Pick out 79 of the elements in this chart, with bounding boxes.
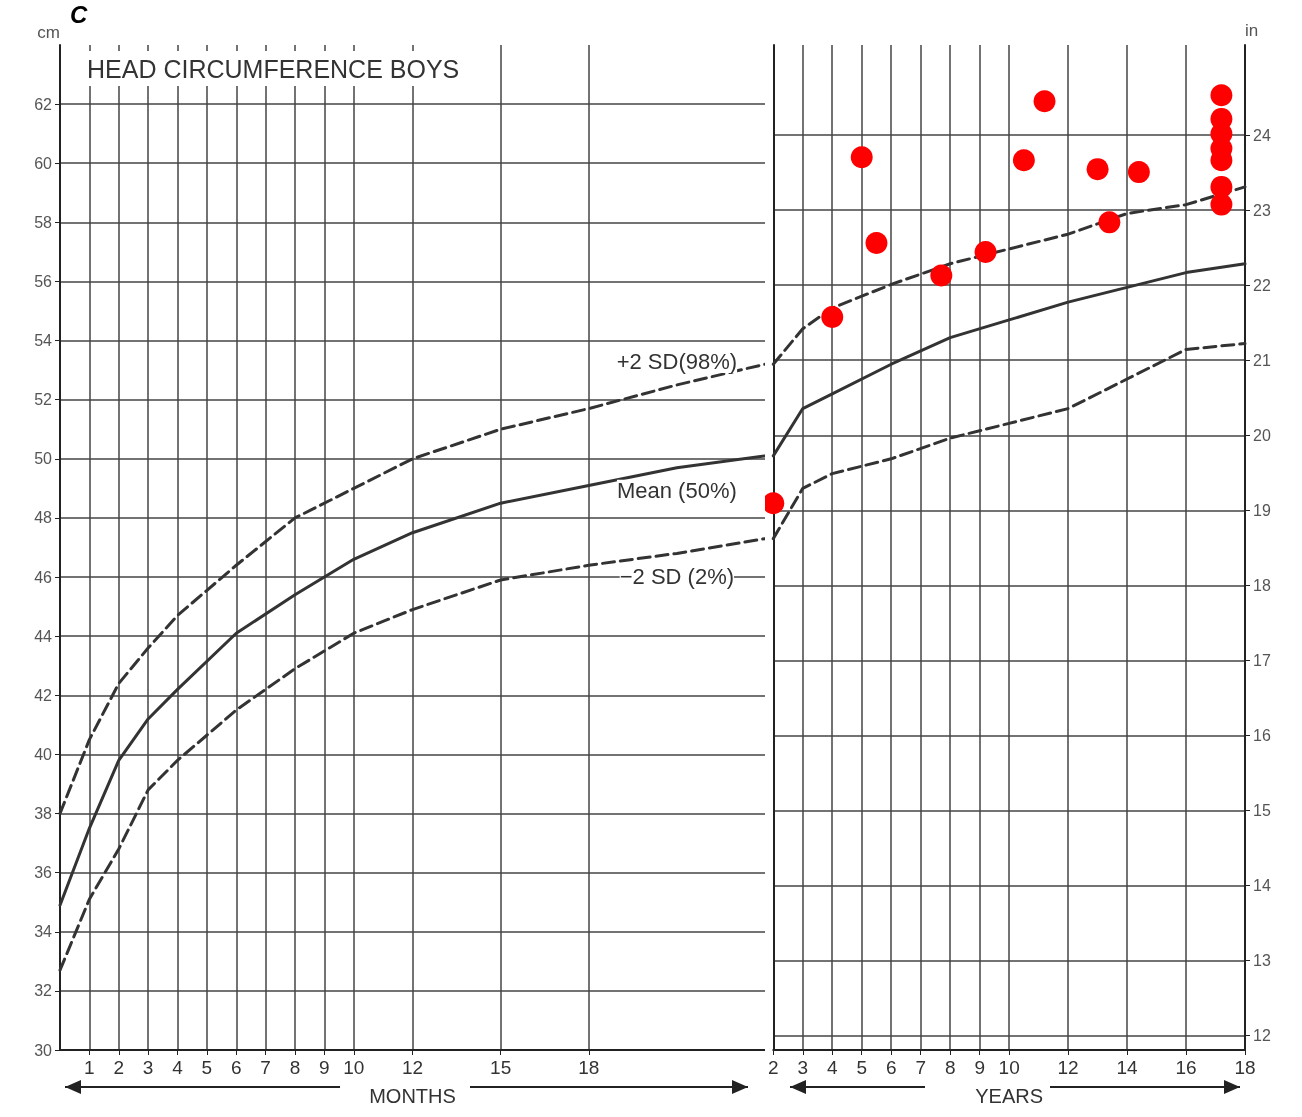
x-tick-label: 12 [1057, 1057, 1079, 1078]
x-tick-label: 5 [201, 1057, 213, 1078]
y-tick-label: 30 [34, 1041, 53, 1059]
x-tick-label: 4 [826, 1057, 838, 1078]
x-tick-label: 12 [401, 1057, 424, 1078]
point [1210, 193, 1233, 216]
y-tick-label: 34 [34, 923, 53, 941]
y2-tick-label: 18 [1253, 576, 1271, 594]
y-tick-label: 44 [34, 627, 53, 645]
x-tick-label: 6 [230, 1057, 242, 1078]
x-tick-label: 5 [856, 1057, 868, 1078]
y-tick-label: 36 [34, 864, 53, 882]
point [1210, 84, 1233, 107]
y-axis-title: cm [37, 23, 60, 42]
x-tick-label: 18 [1234, 1057, 1256, 1078]
x-tick-label: 3 [797, 1057, 809, 1078]
y2-tick-label: 20 [1253, 426, 1271, 444]
y2-tick-label: 14 [1253, 877, 1271, 895]
x-tick-label: 10 [343, 1057, 365, 1078]
x-tick-label: 18 [578, 1057, 600, 1078]
point [930, 264, 953, 287]
point [821, 305, 844, 328]
y-tick-label: 40 [34, 745, 53, 763]
chart-title: HEAD CIRCUMFERENCE BOYS [87, 54, 460, 83]
y-tick-label: 46 [34, 568, 53, 586]
y-tick-label: 54 [34, 332, 53, 350]
x-tick-label: 6 [885, 1057, 897, 1078]
y2-tick-label: 21 [1253, 351, 1271, 369]
x-tick-label: 2 [113, 1057, 125, 1078]
y-tick-label: 62 [34, 95, 53, 113]
y2-tick-label: 19 [1253, 501, 1271, 519]
y2-tick-label: 23 [1253, 201, 1271, 219]
x-tick-label: 15 [490, 1057, 512, 1078]
point [850, 146, 873, 169]
y2-tick-label: 15 [1253, 802, 1271, 820]
point [1127, 161, 1150, 184]
y2-tick-label: 16 [1253, 727, 1271, 745]
point [1012, 149, 1035, 172]
x-tick-label: 8 [289, 1057, 301, 1078]
y-tick-label: 48 [34, 509, 53, 527]
x-tick-label: 4 [172, 1057, 184, 1078]
series-label: −2 SD (2%) [619, 563, 735, 589]
y2-tick-label: 13 [1253, 952, 1271, 970]
x-tick-label: 8 [944, 1057, 956, 1078]
y-tick-label: 38 [34, 805, 53, 823]
y-tick-label: 58 [34, 213, 53, 231]
y-tick-label: 60 [34, 154, 53, 172]
x-tick-label: 14 [1116, 1057, 1139, 1078]
x-tick-label: 9 [319, 1057, 330, 1078]
point [1098, 211, 1121, 234]
x-tick-label: 9 [974, 1057, 985, 1078]
y2-tick-label: 24 [1253, 126, 1271, 144]
x-tick-label: 2 [767, 1057, 779, 1078]
y2-axis-title: in [1245, 21, 1259, 40]
line-series [58, 454, 765, 907]
series-label: Mean (50%) [616, 478, 737, 504]
y-tick-label: 52 [34, 391, 53, 409]
point [865, 232, 888, 255]
x-tick-label: 3 [142, 1057, 154, 1078]
x-axis-title: YEARS [975, 1085, 1044, 1107]
point [974, 240, 997, 263]
y2-tick-label: 12 [1253, 1027, 1271, 1045]
x-axis-title: MONTHS [369, 1085, 456, 1107]
y2-tick-label: 17 [1253, 651, 1271, 669]
x-tick-label: 16 [1175, 1057, 1197, 1078]
line-series [58, 537, 765, 972]
y-tick-label: 56 [34, 272, 53, 290]
x-tick-label: 7 [260, 1057, 271, 1078]
y2-tick-label: 22 [1253, 276, 1271, 294]
y-tick-label: 32 [34, 982, 53, 1000]
text: C [70, 0, 88, 28]
x-tick-label: 10 [998, 1057, 1020, 1078]
x-tick-label: 1 [84, 1057, 95, 1078]
point [1086, 158, 1109, 181]
point [1033, 90, 1056, 113]
x-tick-label: 7 [915, 1057, 926, 1078]
series-label: +2 SD(98%) [616, 349, 738, 375]
y-tick-label: 50 [34, 450, 53, 468]
y-tick-label: 42 [34, 686, 53, 704]
